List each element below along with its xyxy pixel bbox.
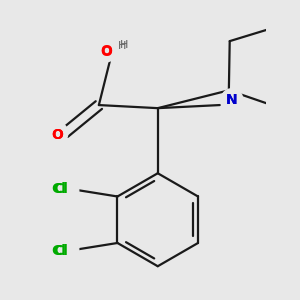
Circle shape <box>46 122 68 144</box>
Text: H: H <box>118 41 126 51</box>
Text: Cl: Cl <box>52 244 66 258</box>
Text: O: O <box>51 128 63 142</box>
Circle shape <box>97 43 116 62</box>
Text: Cl: Cl <box>53 182 68 196</box>
Text: Cl: Cl <box>52 182 66 196</box>
Text: H: H <box>119 40 128 50</box>
Text: N: N <box>226 93 238 106</box>
Text: O: O <box>101 44 112 58</box>
Text: N: N <box>226 93 238 106</box>
Text: O: O <box>51 128 63 142</box>
Text: Cl: Cl <box>53 244 68 258</box>
Circle shape <box>48 234 79 265</box>
Circle shape <box>48 175 79 206</box>
Circle shape <box>221 89 243 110</box>
Text: O: O <box>101 45 112 59</box>
